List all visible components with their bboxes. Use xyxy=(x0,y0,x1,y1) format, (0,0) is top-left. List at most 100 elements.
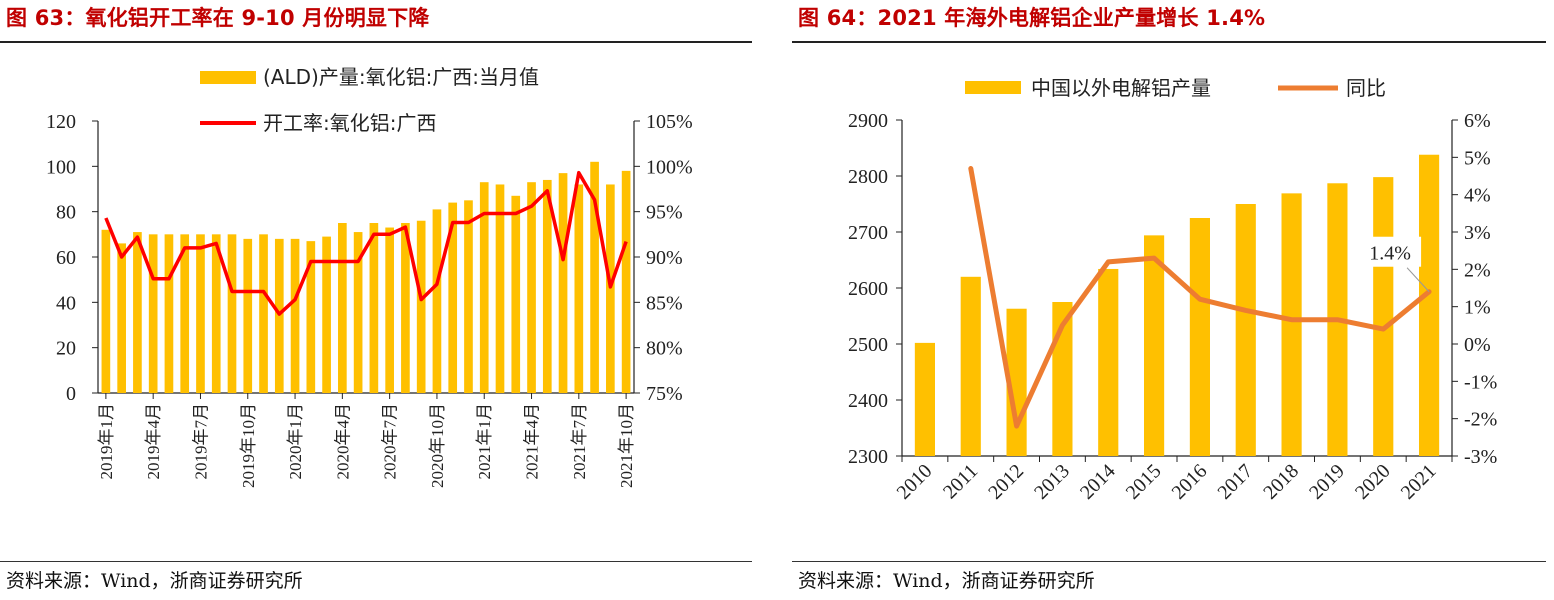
production-bar xyxy=(401,223,410,393)
annotation-label: 1.4% xyxy=(1369,243,1411,265)
right-y-tick-label: 105% xyxy=(646,111,693,133)
left-y-tick-label: 100 xyxy=(46,156,76,178)
production-bar xyxy=(148,234,158,393)
production-bar xyxy=(385,227,394,393)
production-bar xyxy=(259,234,268,393)
figure-64-source: 资料来源：Wind，浙商证券研究所 xyxy=(798,570,1095,592)
right-y-tick-label: -1% xyxy=(1464,371,1497,393)
production-bar xyxy=(914,342,935,456)
chart-legend: (ALD)产量:氧化铝:广西:当月值 开工率:氧化铝:广西 xyxy=(200,65,539,135)
production-bar xyxy=(479,182,489,393)
production-bar xyxy=(164,234,174,393)
production-bar xyxy=(1373,177,1394,456)
production-bar xyxy=(117,243,126,393)
figure-63-chart: (ALD)产量:氧化铝:广西:当月值 开工率:氧化铝:广西 0 20 40 60 80 1… xyxy=(46,65,693,488)
x-tick-label: 2020年1月 xyxy=(286,403,305,480)
production-bar xyxy=(227,234,237,393)
right-y-tick-label: 0% xyxy=(1464,334,1491,356)
production-bar xyxy=(353,232,363,393)
left-y-tick-label: 2700 xyxy=(848,222,888,244)
chart-axes: 0 20 40 60 80 100 120 75% 80% 85% 90% 95% 100% 105% 20… xyxy=(46,111,693,488)
figure-63-panel: 图 63：氧化铝开工率在 9-10 月份明显下降 (ALD)产量:氧化铝:广西:… xyxy=(0,0,760,600)
production-bar xyxy=(306,241,316,393)
x-tick-label: 2019 xyxy=(1305,460,1349,504)
x-tick-label: 2019年4月 xyxy=(144,403,163,480)
production-bar xyxy=(1144,235,1165,456)
x-tick-label: 2014 xyxy=(1076,460,1120,504)
x-tick-label: 2021 xyxy=(1397,460,1441,504)
production-bar xyxy=(180,234,190,393)
x-tick-label: 2021年4月 xyxy=(523,403,542,480)
right-y-tick-label: -2% xyxy=(1464,409,1497,431)
left-y-tick-label: 80 xyxy=(56,202,76,224)
x-tick-label: 2016 xyxy=(1168,460,1212,504)
production-bar xyxy=(243,238,253,393)
x-tick-label: 2019年1月 xyxy=(97,403,116,480)
production-bar xyxy=(558,173,568,393)
production-bar xyxy=(464,200,473,393)
figure-64-chart: 中国以外电解铝产量 同比 2300 2400 2500 2600 2700 2800 290… xyxy=(848,76,1497,504)
right-y-tick-label: 75% xyxy=(646,383,683,405)
left-y-tick-label: 20 xyxy=(56,338,76,360)
line-series xyxy=(104,170,628,316)
right-y-tick-label: 95% xyxy=(646,202,683,224)
x-tick-label: 2020 xyxy=(1351,460,1395,504)
right-y-tick-label: 80% xyxy=(646,338,683,360)
production-bar xyxy=(274,238,284,393)
x-tick-label: 2020年10月 xyxy=(428,403,447,488)
x-tick-label: 2012 xyxy=(984,460,1028,504)
production-bar xyxy=(511,195,521,393)
chart-annotation: 1.4% xyxy=(1359,236,1430,293)
production-bar xyxy=(495,184,505,393)
production-bar xyxy=(542,179,552,393)
production-bar xyxy=(1281,193,1302,457)
production-bar xyxy=(338,223,347,393)
line-series xyxy=(968,166,1432,429)
x-tick-label: 2017 xyxy=(1213,460,1257,504)
production-bar xyxy=(416,220,426,393)
left-y-tick-label: 40 xyxy=(56,292,76,314)
title-divider xyxy=(792,41,1546,43)
production-bar xyxy=(574,184,584,393)
figure-64-title: 图 64：2021 年海外电解铝企业产量增长 1.4% xyxy=(798,6,1266,30)
source-divider xyxy=(792,561,1546,562)
production-bar xyxy=(1235,204,1256,456)
production-bar xyxy=(290,238,300,393)
right-y-tick-label: -3% xyxy=(1464,446,1497,468)
legend-swatch-bar xyxy=(965,81,1021,94)
figure-63-source: 资料来源：Wind，浙商证券研究所 xyxy=(6,570,303,592)
x-tick-label: 2015 xyxy=(1122,460,1166,504)
production-bar xyxy=(196,234,205,393)
production-bar xyxy=(1098,268,1119,456)
production-bar xyxy=(369,223,379,393)
production-bar xyxy=(960,276,981,456)
legend-label-bar: (ALD)产量:氧化铝:广西:当月值 xyxy=(263,65,539,89)
left-y-tick-label: 2300 xyxy=(848,446,888,468)
left-y-tick-label: 2600 xyxy=(848,278,888,300)
right-y-tick-label: 1% xyxy=(1464,297,1491,319)
left-y-tick-label: 2500 xyxy=(848,334,888,356)
production-bar xyxy=(133,232,142,393)
left-y-tick-label: 2800 xyxy=(848,166,888,188)
production-bar xyxy=(432,209,442,393)
right-y-tick-label: 5% xyxy=(1464,147,1491,169)
legend-swatch-bar xyxy=(200,71,256,84)
production-bar xyxy=(590,161,599,393)
right-y-tick-label: 100% xyxy=(646,156,693,178)
x-tick-label: 2019年7月 xyxy=(191,403,210,480)
right-y-tick-label: 3% xyxy=(1464,222,1491,244)
figure-64-panel: 图 64：2021 年海外电解铝企业产量增长 1.4% 中国以外电解铝产量 同比… xyxy=(792,0,1554,600)
right-y-tick-label: 4% xyxy=(1464,185,1491,207)
annotation-box xyxy=(1359,236,1422,267)
x-tick-label: 2018 xyxy=(1259,460,1303,504)
bar-series xyxy=(101,161,631,393)
chart-axes: 2300 2400 2500 2600 2700 2800 2900 -3% -2% -1% 0% 1… xyxy=(848,110,1497,504)
x-tick-label: 2013 xyxy=(1030,460,1074,504)
chart-legend: 中国以外电解铝产量 同比 xyxy=(965,76,1386,100)
left-y-tick-label: 0 xyxy=(66,383,76,405)
annotation-leader xyxy=(1406,267,1430,293)
x-tick-label: 2011 xyxy=(939,460,982,503)
left-y-tick-label: 120 xyxy=(46,111,76,133)
production-bar xyxy=(448,202,458,393)
legend-label-line: 同比 xyxy=(1346,76,1386,100)
